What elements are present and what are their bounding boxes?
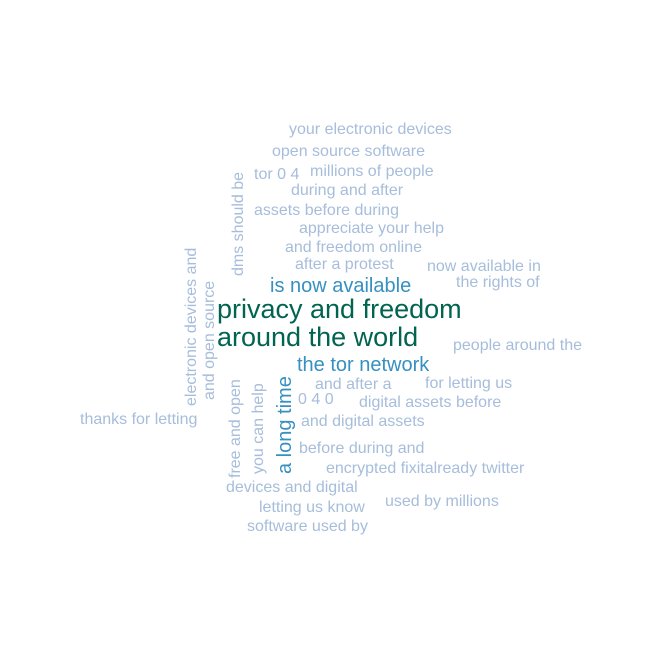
- word: thanks for letting: [80, 411, 198, 428]
- word: free and open: [227, 379, 244, 478]
- word: digital assets before: [359, 394, 502, 411]
- word: used by millions: [385, 493, 499, 510]
- word: letting us know: [259, 499, 365, 516]
- word: privacy and freedom: [217, 294, 462, 324]
- word: is now available: [270, 275, 412, 297]
- word: and freedom online: [285, 239, 422, 256]
- word: during and after: [291, 182, 404, 199]
- word: the rights of: [456, 274, 540, 291]
- word: assets before during: [254, 202, 399, 219]
- word: appreciate your help: [299, 220, 444, 237]
- word: before during and: [299, 440, 425, 457]
- word: millions of people: [310, 163, 434, 180]
- word: dms should be: [230, 171, 247, 276]
- word: and digital assets: [301, 413, 425, 430]
- word: your electronic devices: [289, 121, 452, 138]
- word: the tor network: [297, 354, 430, 376]
- word: for letting us: [425, 375, 513, 392]
- word: a long time: [274, 376, 296, 474]
- word: software used by: [247, 518, 368, 535]
- word: you can help: [250, 383, 267, 474]
- word: now available in: [427, 258, 541, 275]
- word: after a protest: [295, 256, 394, 273]
- word: and after a: [315, 376, 392, 393]
- word: and open source: [201, 280, 218, 400]
- word: tor 0 4: [254, 166, 300, 183]
- word: encrypted fixitalready twitter: [326, 460, 525, 477]
- word: open source software: [272, 143, 425, 160]
- word: 0 4 0: [298, 391, 334, 408]
- word: people around the: [453, 337, 582, 354]
- word: electronic devices and: [183, 247, 200, 406]
- word: devices and digital: [226, 479, 358, 496]
- word: around the world: [217, 322, 419, 352]
